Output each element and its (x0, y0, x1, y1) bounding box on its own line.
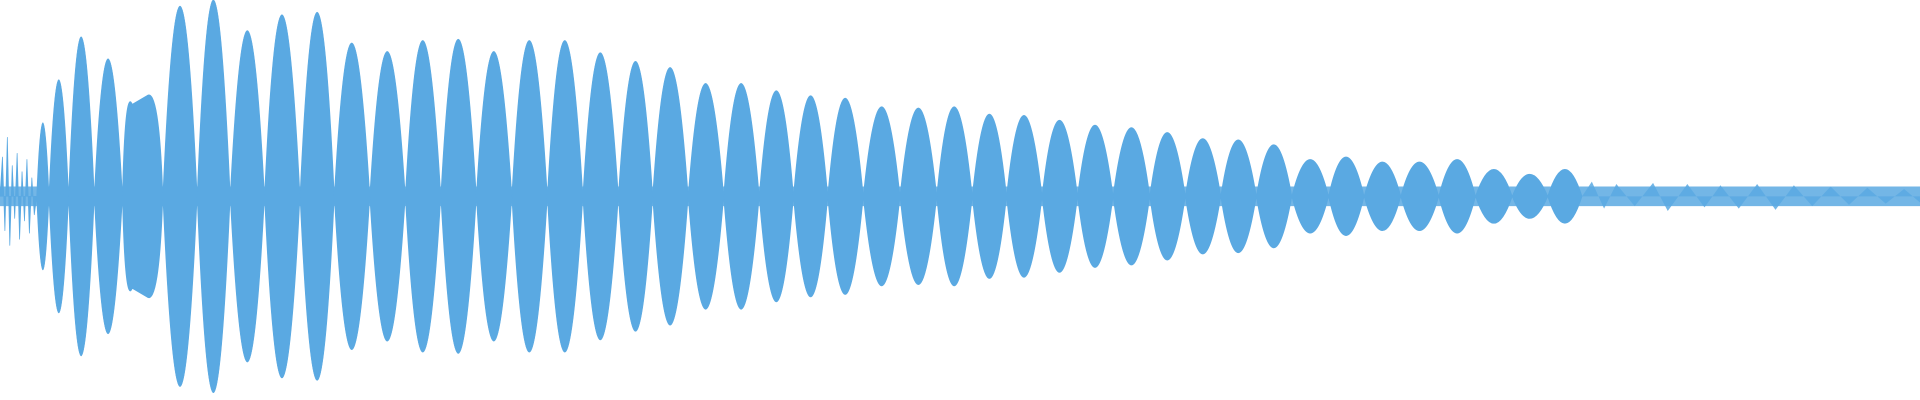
waveform-lobes (36, 0, 1583, 394)
waveform-attack (0, 137, 38, 246)
waveform-noise-tail (1582, 181, 1920, 212)
